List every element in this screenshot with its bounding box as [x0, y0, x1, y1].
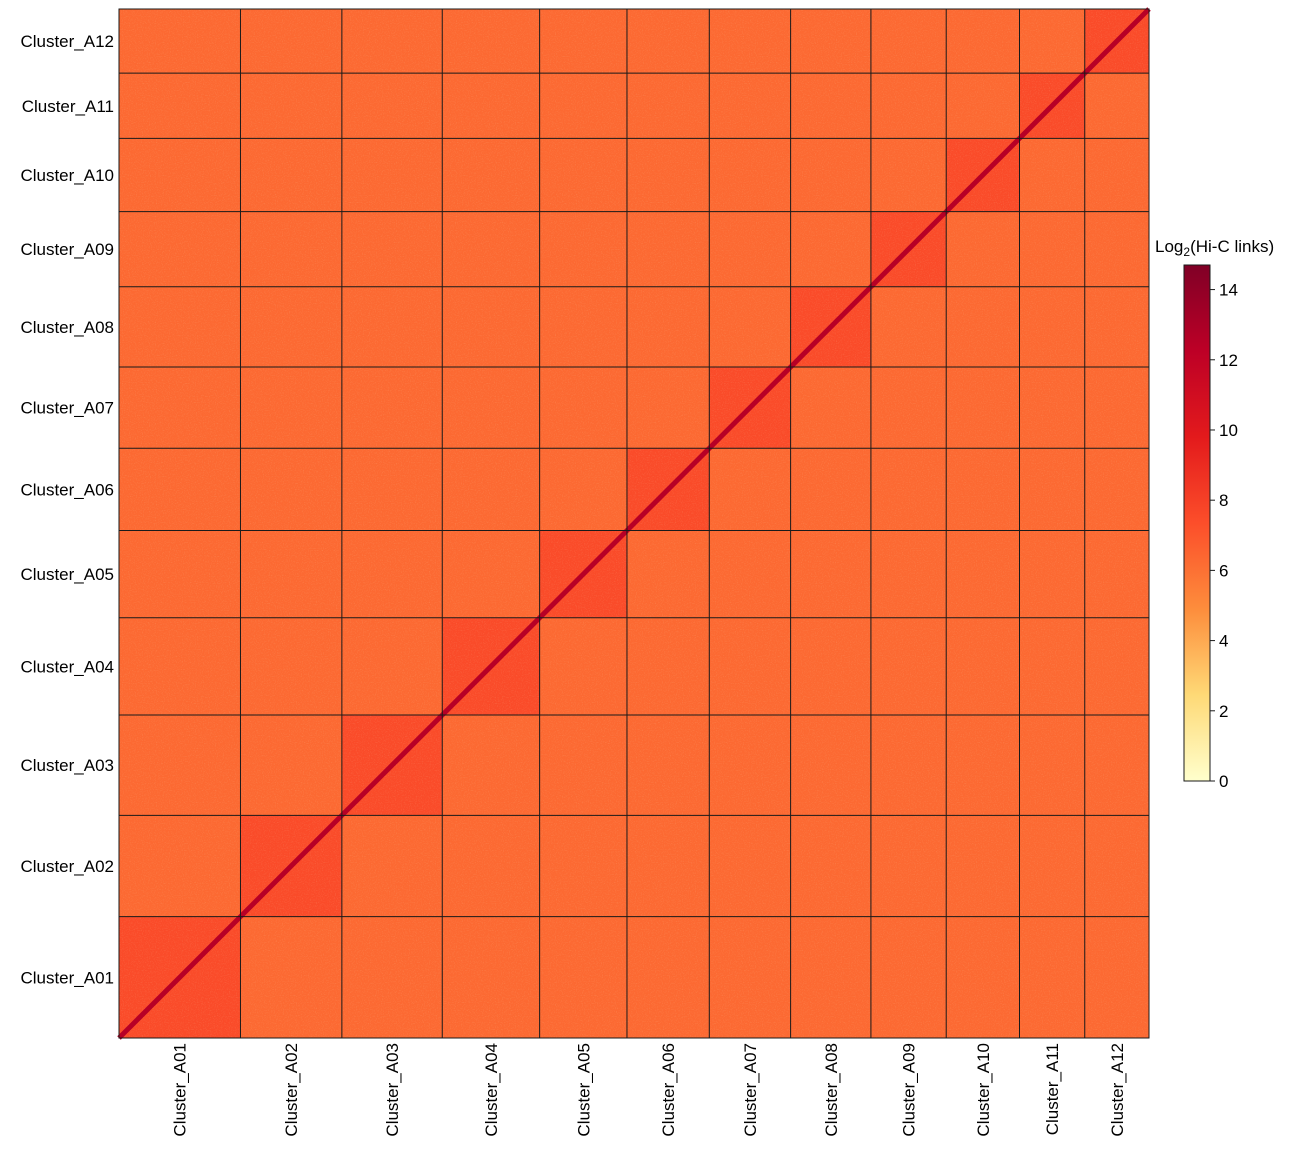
- x-tick-label: Cluster_A12: [1108, 1043, 1127, 1137]
- y-tick-label: Cluster_A09: [20, 240, 114, 259]
- y-tick-label: Cluster_A10: [20, 166, 114, 185]
- x-tick-label: Cluster_A11: [1043, 1043, 1062, 1135]
- x-axis-tick-labels: Cluster_A01 Cluster_A02 Cluster_A03 Cluster…: [171, 1043, 1127, 1137]
- heatmap-frame: [118, 8, 1150, 1039]
- x-tick-label: Cluster_A01: [171, 1043, 190, 1137]
- colorbar-bar: [1183, 264, 1211, 782]
- colorbar-tick-label: 0: [1219, 772, 1228, 791]
- contact-matrix: [117, 7, 1151, 1040]
- colorbar-tick-label: 14: [1219, 281, 1238, 300]
- y-tick-label: Cluster_A12: [20, 32, 114, 51]
- colorbar-tick-label: 2: [1219, 702, 1228, 721]
- y-tick-label: Cluster_A05: [20, 565, 114, 584]
- y-tick-label: Cluster_A04: [20, 657, 114, 676]
- colorbar-tick-label: 4: [1219, 632, 1228, 651]
- colorbar-tick-label: 12: [1219, 351, 1238, 370]
- colorbar-title: Log2(Hi-C links): [1155, 237, 1274, 259]
- x-tick-label: Cluster_A09: [900, 1043, 919, 1137]
- colorbar: 0 2 4 6 8 10 12 14 Log2(Hi-C links): [1155, 237, 1274, 791]
- y-tick-label: Cluster_A02: [20, 857, 114, 876]
- colorbar-tick-label: 8: [1219, 491, 1228, 510]
- x-tick-label: Cluster_A03: [383, 1043, 402, 1137]
- y-axis-tick-labels: Cluster_A01 Cluster_A02 Cluster_A03 Cluster…: [20, 32, 114, 987]
- x-tick-label: Cluster_A04: [482, 1043, 501, 1137]
- x-tick-label: Cluster_A06: [659, 1043, 678, 1137]
- x-tick-label: Cluster_A07: [741, 1043, 760, 1137]
- y-tick-label: Cluster_A11: [22, 97, 114, 116]
- colorbar-tick-label: 10: [1219, 421, 1238, 440]
- y-tick-label: Cluster_A08: [20, 318, 114, 337]
- x-tick-label: Cluster_A05: [574, 1043, 593, 1137]
- y-tick-label: Cluster_A03: [20, 756, 114, 775]
- diagonal-contacts: [117, 7, 1151, 1040]
- x-tick-label: Cluster_A08: [822, 1043, 841, 1137]
- y-tick-label: Cluster_A01: [20, 968, 114, 987]
- y-tick-label: Cluster_A07: [20, 399, 114, 418]
- colorbar-tick-label: 6: [1219, 561, 1228, 580]
- x-tick-label: Cluster_A02: [282, 1043, 301, 1137]
- y-tick-label: Cluster_A06: [20, 480, 114, 499]
- x-tick-label: Cluster_A10: [974, 1043, 993, 1137]
